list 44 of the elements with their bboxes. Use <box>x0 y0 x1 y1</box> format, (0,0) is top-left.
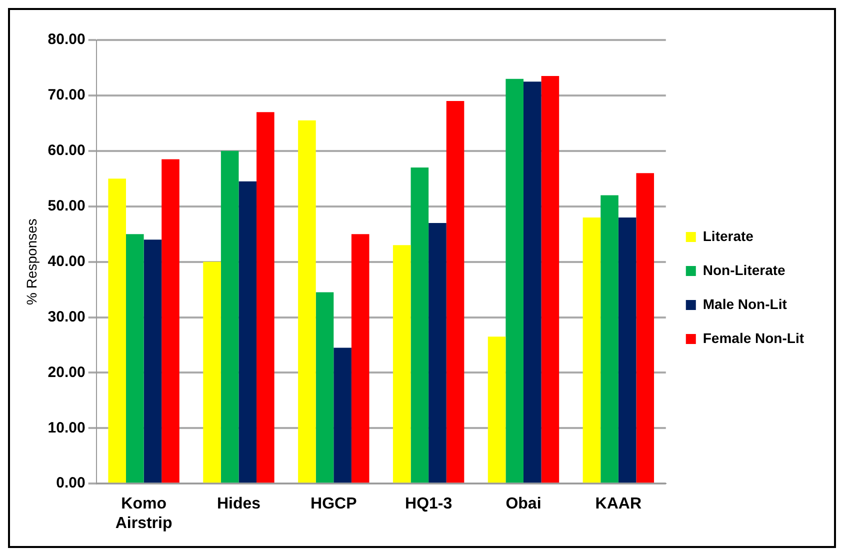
bar <box>410 168 429 483</box>
bar <box>392 245 411 483</box>
bar <box>108 178 126 483</box>
y-tick-label: 70.00 <box>48 86 86 104</box>
y-tick-label: 0.00 <box>56 474 86 492</box>
legend-label: Male Non-Lit <box>702 296 788 312</box>
bar <box>446 100 464 483</box>
x-tick-label: KAAR <box>595 496 642 513</box>
bar <box>316 292 334 483</box>
y-tick-label: 10.00 <box>48 419 86 436</box>
bar <box>618 217 636 483</box>
bar <box>582 217 601 483</box>
bar <box>428 222 446 483</box>
bar <box>488 336 506 483</box>
bar <box>600 195 618 483</box>
bar <box>506 78 524 483</box>
y-axis-title: % Responses <box>23 218 40 305</box>
bar <box>203 262 221 483</box>
bar <box>541 76 560 483</box>
bar <box>256 112 274 483</box>
bar <box>144 240 162 483</box>
y-tick-label: 30.00 <box>48 308 86 326</box>
y-tick-label: 20.00 <box>48 364 86 381</box>
x-tick-label: Hides <box>216 496 261 513</box>
bar <box>636 173 654 483</box>
y-tick-label: 40.00 <box>48 252 86 270</box>
bar <box>523 82 542 483</box>
legend-label: Literate <box>702 228 754 244</box>
y-tick-label: 50.00 <box>48 197 86 214</box>
bar <box>298 120 316 483</box>
legend-label: Non-Literate <box>702 262 786 278</box>
bar <box>162 159 180 483</box>
bar <box>220 150 239 483</box>
legend-label: Female Non-Lit <box>702 330 804 346</box>
x-tick-label: HGCP <box>310 496 358 513</box>
x-tick-label: HQ1-3 <box>405 496 452 513</box>
y-tick-label: 80.00 <box>48 31 86 48</box>
y-tick-label: 60.00 <box>48 142 86 160</box>
bar <box>351 234 370 483</box>
bar <box>126 234 144 483</box>
bar <box>334 348 352 483</box>
x-tick-label: Komo Airstrip <box>115 496 172 532</box>
bar <box>238 181 257 483</box>
x-tick-label: Obai <box>506 496 542 513</box>
